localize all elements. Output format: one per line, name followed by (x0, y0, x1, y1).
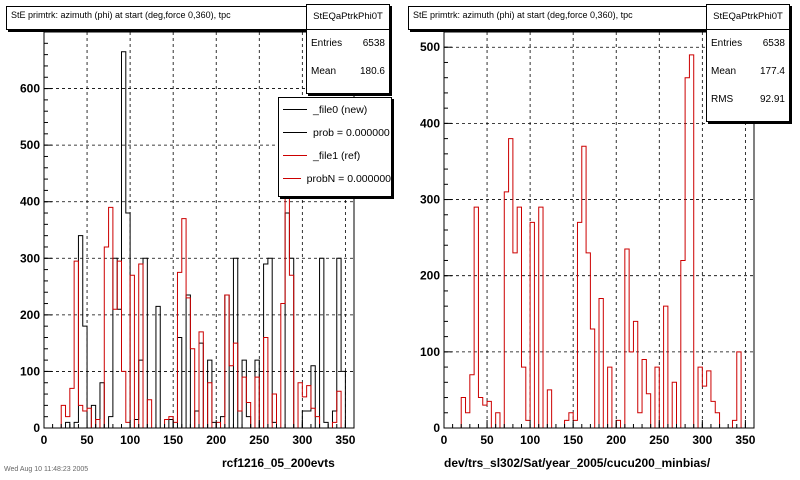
chart2-stats-entries-label: Entries (711, 38, 743, 49)
chart2-stats-rms-value: 92.91 (759, 94, 785, 105)
legend-label-prob: prob = 0.000000 (313, 126, 390, 139)
chart1-x-tick-label: 250 (249, 433, 269, 447)
chart2-y-tick-label: 200 (420, 269, 440, 283)
chart1-x-tick-label: 300 (292, 433, 312, 447)
chart2-title: StE primtrk: azimuth (phi) at start (deg… (408, 6, 710, 30)
legend-label-probn: probN = 0.000000 (306, 172, 391, 185)
chart1-y-tick-label: 200 (20, 308, 40, 322)
chart1-stats-mean-value: 180.6 (359, 66, 385, 77)
chart1-y-tick-label: 300 (20, 251, 40, 265)
legend-swatch-black (283, 132, 307, 133)
chart1-x-tick-label: 350 (335, 433, 355, 447)
chart1-x-tick-label: 150 (163, 433, 183, 447)
chart2-title-text: StE primtrk: azimuth (phi) at start (deg… (413, 10, 633, 20)
chart2-stats-rms: RMS 92.91 (707, 86, 789, 114)
timestamp-footnote: Wed Aug 10 11:48:23 2005 (4, 466, 89, 473)
legend-item-probn: probN = 0.000000 (279, 167, 391, 190)
chart1-legend: _file0 (new) prob = 0.000000 _file1 (ref… (278, 97, 392, 197)
chart1-stats-entries-value: 6538 (362, 38, 385, 49)
chart2-x-tick-label: 300 (692, 433, 712, 447)
chart2-stats-entries-value: 6538 (762, 38, 785, 49)
legend-item-prob: prob = 0.000000 (279, 121, 391, 144)
chart1-series-ref-line (56, 167, 350, 429)
legend-label-file0: _file0 (new) (313, 103, 368, 116)
chart1-y-tick-label: 600 (20, 82, 40, 96)
legend-item-file1: _file1 (ref) (279, 144, 391, 167)
legend-swatch-red (283, 178, 301, 179)
chart2-x-tick-label: 100 (520, 433, 540, 447)
chart1-run-label: rcf1216_05_200evts (222, 456, 335, 470)
chart2-y-tick-label: 100 (420, 345, 440, 359)
legend-swatch-red (283, 155, 307, 156)
chart2-y-tick-label: 300 (420, 193, 440, 207)
chart2-x-tick-label: 350 (735, 433, 755, 447)
chart1-y-tick-label: 500 (20, 138, 40, 152)
chart2-stats-name: StEQaPtrkPhi0T (707, 5, 789, 30)
chart1-stats-mean-label: Mean (311, 66, 337, 77)
chart1-x-tick-label: 100 (120, 433, 140, 447)
chart2-stats-rms-label: RMS (711, 94, 734, 105)
chart2-stats-box: StEQaPtrkPhi0T Entries 6538 Mean 177.4 R… (706, 4, 790, 122)
chart2-x-tick-label: 50 (480, 433, 494, 447)
chart1-stats-entries: Entries 6538 (307, 30, 389, 58)
chart2-x-tick-label: 150 (563, 433, 583, 447)
chart1-y-tick-label: 100 (20, 364, 40, 378)
chart2-y-tick-label: 500 (420, 40, 440, 54)
legend-label-file1: _file1 (ref) (313, 149, 361, 162)
legend-swatch-black (283, 109, 307, 110)
chart2-stats-mean: Mean 177.4 (707, 58, 789, 86)
chart1-stats-entries-label: Entries (311, 38, 343, 49)
chart2-x-tick-label: 200 (606, 433, 626, 447)
chart2-stats-entries: Entries 6538 (707, 30, 789, 58)
legend-item-file0: _file0 (new) (279, 98, 391, 121)
chart1-x-tick-label: 0 (41, 433, 48, 447)
chart1-stats-mean: Mean 180.6 (307, 58, 389, 86)
chart1-x-tick-label: 200 (206, 433, 226, 447)
chart1-stats-name: StEQaPtrkPhi0T (307, 5, 389, 30)
chart2-run-label: dev/trs_sl302/Sat/year_2005/cucu200_minb… (444, 456, 711, 470)
chart1-title-text: StE primtrk: azimuth (phi) at start (deg… (11, 10, 231, 20)
chart2-y-tick-label: 0 (433, 421, 440, 435)
chart2-y-tick-label: 400 (420, 116, 440, 130)
chart1-y-tick-label: 0 (33, 421, 40, 435)
chart2-x-tick-label: 250 (649, 433, 669, 447)
chart1-stats-box: StEQaPtrkPhi0T Entries 6538 Mean 180.6 (306, 4, 390, 94)
chart2-x-tick-label: 0 (441, 433, 448, 447)
chart2-stats-mean-label: Mean (711, 66, 737, 77)
chart1-y-tick-label: 400 (20, 195, 40, 209)
chart2-stats-mean-value: 177.4 (759, 66, 785, 77)
chart1-title: StE primtrk: azimuth (phi) at start (deg… (6, 6, 310, 30)
chart1-x-tick-label: 50 (80, 433, 94, 447)
